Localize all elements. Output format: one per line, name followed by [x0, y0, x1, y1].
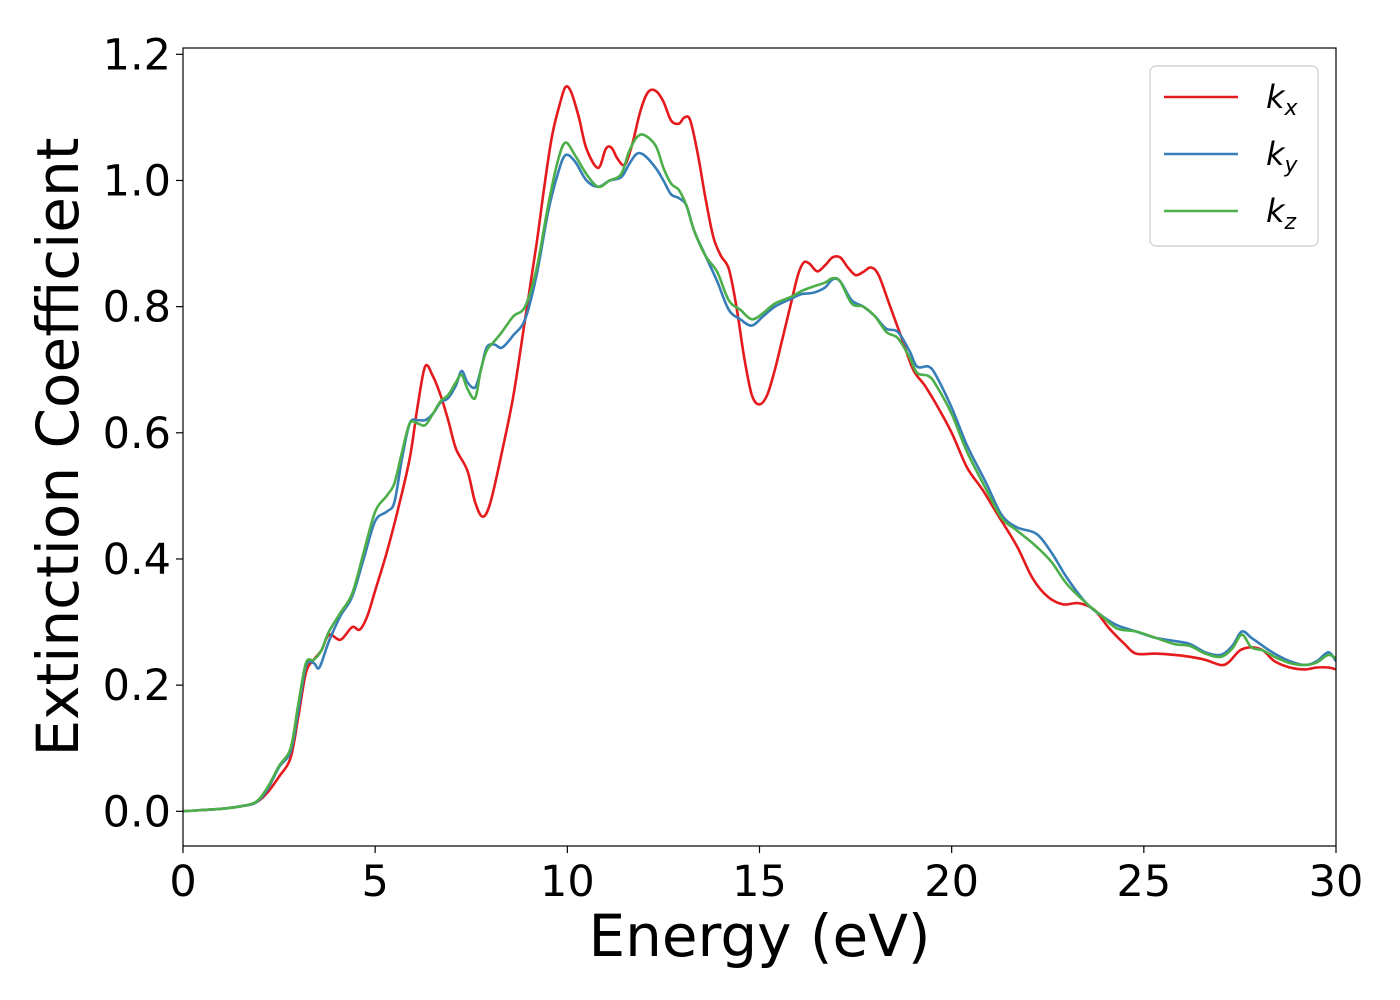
- y-axis-ticks: 0.0 0.2 0.4 0.6 0.8 1.0 1.2: [103, 30, 183, 837]
- x-tick-label: 30: [1309, 857, 1364, 907]
- x-axis-ticks: 0 5 10 15 20 25 30: [169, 846, 1363, 907]
- x-tick-label: 15: [732, 857, 787, 907]
- y-tick-label: 0.4: [103, 535, 171, 585]
- x-axis-title: Energy (eV): [588, 902, 930, 970]
- series-line-kx: [183, 85, 1336, 813]
- series-line-kz: [183, 133, 1336, 813]
- y-tick-label: 1.0: [103, 156, 171, 206]
- y-tick-label: 0.2: [103, 661, 171, 711]
- y-tick-label: 0.6: [103, 409, 171, 459]
- x-tick-label: 20: [924, 857, 979, 907]
- x-tick-label: 5: [361, 857, 388, 907]
- x-tick-label: 0: [169, 857, 196, 907]
- series-line-ky: [183, 151, 1336, 813]
- legend-box: [1149, 65, 1319, 247]
- x-tick-label: 10: [540, 857, 595, 907]
- y-tick-label: 1.2: [103, 30, 171, 80]
- y-axis-title: Extinction Coefficient: [24, 138, 92, 757]
- series-lines: [183, 85, 1336, 813]
- y-tick-label: 0.0: [103, 787, 171, 837]
- y-tick-label: 0.8: [103, 283, 171, 333]
- legend-label-kz: kz: [1266, 192, 1297, 235]
- x-tick-label: 25: [1116, 857, 1171, 907]
